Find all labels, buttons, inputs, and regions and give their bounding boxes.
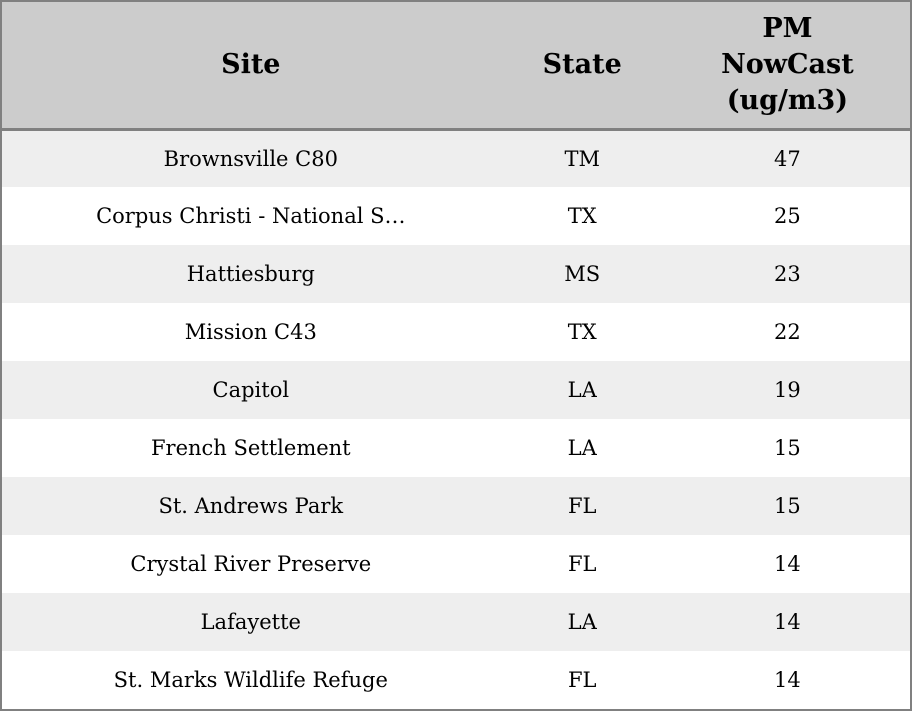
cell-site: St. Andrews Park xyxy=(158,494,344,518)
cell-pm: 25 xyxy=(774,204,801,228)
cell-pm: 23 xyxy=(774,262,801,286)
table-row: French Settlement LA 15 xyxy=(2,419,910,477)
cell-state: FL xyxy=(567,494,597,518)
cell-pm: 15 xyxy=(774,494,801,518)
column-header-site: Site xyxy=(2,2,500,131)
table-row: Lafayette LA 14 xyxy=(2,593,910,651)
cell-state: MS xyxy=(564,262,601,286)
cell-site: Corpus Christi - National S… xyxy=(96,204,406,228)
cell-pm: 14 xyxy=(774,552,801,576)
table-row: St. Andrews Park FL 15 xyxy=(2,477,910,535)
table-row: Mission C43 TX 22 xyxy=(2,303,910,361)
cell-pm: 14 xyxy=(774,610,801,634)
column-header-state: State xyxy=(499,2,665,131)
cell-site: Brownsville C80 xyxy=(163,146,338,171)
cell-site: St. Marks Wildlife Refuge xyxy=(113,668,388,692)
table-body: Brownsville C80 TM 47 Corpus Christi - Nati… xyxy=(2,129,910,709)
cell-state: LA xyxy=(567,378,597,402)
column-header-pm-nowcast: PM NowCast (ug/m3) xyxy=(664,2,910,131)
table-row: Brownsville C80 TM 47 xyxy=(2,129,910,187)
cell-pm: 14 xyxy=(774,668,801,692)
table-row: Capitol LA 19 xyxy=(2,361,910,419)
table-row: St. Marks Wildlife Refuge FL 14 xyxy=(2,651,910,709)
cell-site: Hattiesburg xyxy=(186,262,315,286)
cell-pm: 19 xyxy=(774,378,801,402)
cell-pm: 47 xyxy=(774,146,801,171)
cell-pm: 15 xyxy=(774,436,801,460)
cell-site: Mission C43 xyxy=(184,320,317,344)
cell-site: Capitol xyxy=(212,378,290,402)
cell-site: Crystal River Preserve xyxy=(130,552,372,576)
header-row: Site State PM NowCast (ug/m3) xyxy=(2,2,910,131)
table-header: Site State PM NowCast (ug/m3) xyxy=(2,2,910,131)
cell-site: French Settlement xyxy=(150,436,351,460)
cell-pm: 22 xyxy=(774,320,801,344)
cell-state: TX xyxy=(567,320,597,344)
table-row: Hattiesburg MS 23 xyxy=(2,245,910,303)
cell-state: FL xyxy=(567,552,597,576)
cell-state: LA xyxy=(567,610,597,634)
cell-state: TM xyxy=(564,146,600,171)
table-row: Crystal River Preserve FL 14 xyxy=(2,535,910,593)
cell-state: FL xyxy=(567,668,597,692)
table-row: Corpus Christi - National S… TX 25 xyxy=(2,187,910,245)
cell-site: Lafayette xyxy=(200,610,301,634)
cell-state: TX xyxy=(567,204,597,228)
cell-state: LA xyxy=(567,436,597,460)
